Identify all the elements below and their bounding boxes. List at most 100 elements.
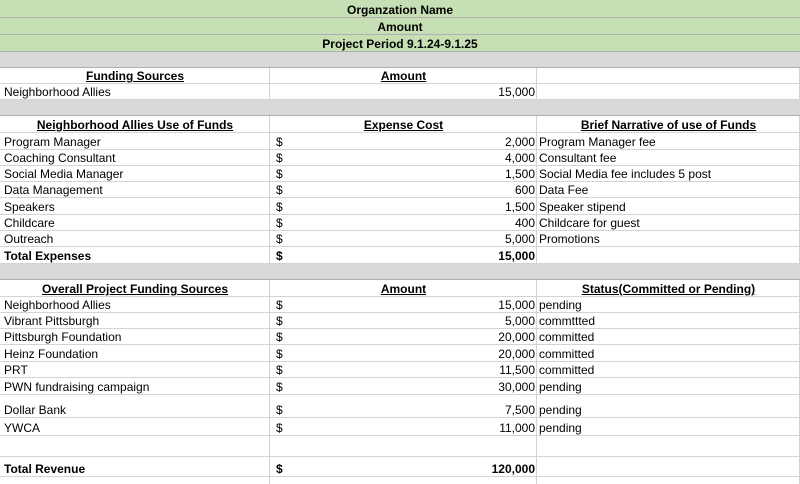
cell (270, 329, 537, 345)
cell (537, 457, 800, 477)
cell-text: $ (276, 347, 283, 361)
cell (270, 418, 537, 436)
cell (0, 280, 270, 297)
cell-text: PRT (4, 363, 28, 377)
cell-text: Speakers (4, 200, 55, 214)
cell-text: YWCA (4, 421, 40, 435)
column-header: Funding Sources (85, 69, 184, 83)
cell (537, 436, 800, 457)
cell (270, 116, 537, 133)
cell (0, 345, 270, 362)
cell-text: $ (276, 135, 283, 149)
cell-text: commttted (539, 314, 596, 328)
header-line: Amount (377, 20, 423, 34)
cell-text: Outreach (4, 232, 54, 246)
cell (270, 477, 537, 484)
cell (270, 297, 537, 313)
cell-text: Childcare for guest (539, 216, 640, 230)
cell-text: $ (276, 314, 283, 328)
cell-text: 4,000 (504, 151, 535, 165)
cell (0, 313, 270, 329)
header-band (0, 35, 800, 52)
cell (0, 362, 270, 378)
cell-text: 600 (514, 183, 535, 197)
cell-text: pending (539, 380, 582, 394)
header-line: Project Period 9.1.24-9.1.25 (322, 37, 478, 51)
cell (270, 68, 537, 84)
cell (0, 230, 270, 247)
cell (0, 436, 270, 457)
cell (270, 345, 537, 362)
cell-text: committed (539, 330, 595, 344)
cell-text: $ (276, 200, 283, 214)
cell-text: 7,500 (504, 403, 535, 417)
column-header: Overall Project Funding Sources (41, 282, 229, 296)
cell-text: 1,500 (504, 167, 535, 181)
cell-text: Total Expenses (4, 249, 92, 263)
cell (537, 68, 800, 84)
header-band (0, 18, 800, 35)
cell-text: $ (276, 380, 283, 394)
cell (270, 247, 537, 264)
cell (270, 214, 537, 231)
cell-text: committed (539, 347, 595, 361)
cell-text: Neighborhood Allies (4, 85, 111, 99)
cell-text: Coaching Consultant (4, 151, 116, 165)
cell-text: PWN fundraising campaign (4, 380, 150, 394)
cell (0, 378, 270, 395)
cell-text: $ (276, 421, 283, 435)
cell-text: $ (276, 167, 283, 181)
cell (270, 165, 537, 182)
cell-text: Promotions (539, 232, 600, 246)
cell (270, 133, 537, 150)
cell (0, 297, 270, 313)
cell-text: $ (276, 298, 283, 312)
cell (270, 362, 537, 378)
column-header: Expense Cost (363, 118, 444, 132)
cell-text: pending (539, 403, 582, 417)
cell-text: $ (276, 363, 283, 377)
cell-text: Pittsburgh Foundation (4, 330, 122, 344)
cell-text: Total Revenue (4, 462, 86, 476)
cell (0, 395, 270, 418)
separator (0, 100, 800, 116)
cell-text: pending (539, 298, 582, 312)
cell (0, 457, 270, 477)
cell-text: Social Media fee includes 5 post (539, 167, 712, 181)
cell (0, 181, 270, 198)
cell (270, 84, 537, 100)
cell-text: 20,000 (498, 330, 535, 344)
cell (270, 436, 537, 457)
cell (0, 84, 270, 100)
cell (270, 457, 537, 477)
cell-text: Speaker stipend (539, 200, 626, 214)
cell (0, 116, 270, 133)
cell (537, 247, 800, 264)
cell (0, 214, 270, 231)
cell (270, 313, 537, 329)
cell-text: $ (276, 403, 283, 417)
cell-text: Heinz Foundation (4, 347, 99, 361)
cell-text: $ (276, 216, 283, 230)
cell-text: Childcare (4, 216, 55, 230)
separator (0, 264, 800, 280)
separator (0, 52, 800, 68)
column-header: Amount (380, 282, 427, 296)
cell-text: committed (539, 363, 595, 377)
cell-text: Data Fee (539, 183, 589, 197)
cell (270, 395, 537, 418)
cell-text: $ (276, 249, 283, 263)
cell (270, 230, 537, 247)
cell-text: Program Manager fee (539, 135, 656, 149)
cell-text: Data Management (4, 183, 103, 197)
cell-text: $ (276, 462, 283, 476)
cell-text: 400 (514, 216, 535, 230)
cell (270, 181, 537, 198)
cell (270, 149, 537, 166)
cell (0, 329, 270, 345)
column-header: Neighborhood Allies Use of Funds (36, 118, 234, 132)
cell (537, 477, 800, 484)
cell (0, 198, 270, 215)
cell-text: $ (276, 330, 283, 344)
